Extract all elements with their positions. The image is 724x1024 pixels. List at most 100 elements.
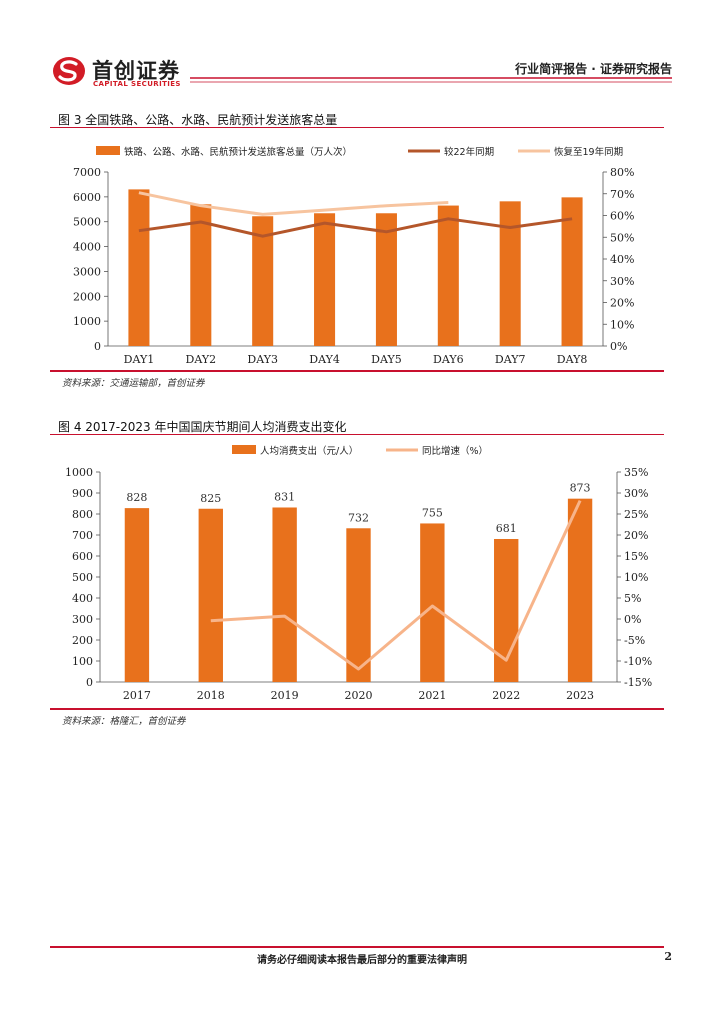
fig4-right-tick-label: 30% (624, 487, 648, 500)
fig4-bar (198, 508, 223, 682)
fig4-category-label: 2017 (123, 689, 151, 702)
fig3-left-tick-label: 5000 (73, 216, 101, 229)
fig3-category-label: DAY8 (557, 353, 588, 366)
fig3-right-tick-label: 60% (610, 210, 634, 223)
figure4-source: 资料来源：格隆汇，首创证券 (62, 716, 186, 727)
fig3-bar (561, 197, 583, 346)
figure4-title: 图 4 2017-2023 年中国国庆节期间人均消费支出变化 (58, 420, 347, 434)
fig4-bar (567, 498, 593, 682)
fig3-series-line-2 (138, 191, 449, 216)
fig3-left-tick-label: 0 (94, 340, 101, 353)
figure3-title: 图 3 全国铁路、公路、水路、民航预计发送旅客总量 (58, 113, 338, 127)
fig3-category-label: DAY7 (495, 353, 526, 366)
fig4-left-tick-label: 200 (72, 634, 93, 647)
fig3-right-tick-label: 40% (610, 253, 634, 266)
fig4-left-tick-label: 400 (72, 592, 93, 605)
fig3-right-tick-label: 30% (610, 275, 634, 288)
fig4-bar-label: 828 (126, 491, 147, 504)
fig4-left-tick-label: 500 (72, 571, 93, 584)
fig3-category-label: DAY6 (433, 353, 464, 366)
fig4-right-tick-label: -15% (624, 676, 652, 689)
fig3-right-tick-label: 0% (610, 340, 627, 353)
figure3-top-rule (50, 127, 664, 128)
fig3-right-tick-label: 70% (610, 188, 634, 201)
logo-english: CAPITAL SECURITIES (93, 80, 181, 88)
fig4-right-tick-label: -5% (624, 634, 645, 647)
fig4-left-tick-label: 300 (72, 613, 93, 626)
fig3-series-line-1 (138, 217, 573, 238)
fig4-right-tick-label: 15% (624, 550, 648, 563)
fig4-left-tick-label: 1000 (65, 466, 93, 479)
fig3-left-tick-label: 7000 (73, 166, 101, 179)
fig4-left-tick-label: 700 (72, 529, 93, 542)
fig4-bar (346, 528, 371, 682)
fig3-left-tick-label: 1000 (73, 315, 101, 328)
fig3-bar (252, 216, 274, 346)
fig3-left-tick-label: 2000 (73, 290, 101, 303)
fig3-right-tick-label: 10% (610, 318, 634, 331)
figure4-bottom-rule (50, 708, 664, 710)
fig3-legend-label: 较22年同期 (444, 146, 494, 158)
header-divider (190, 77, 672, 83)
fig4-bar-label: 732 (348, 511, 369, 524)
fig3-bar (128, 189, 150, 346)
fig3-bar (499, 201, 521, 346)
fig4-category-label: 2019 (271, 689, 299, 702)
fig3-bar (375, 213, 397, 346)
fig3-legend-swatch (96, 146, 120, 155)
fig3-left-tick-label: 4000 (73, 241, 101, 254)
fig4-bar-label: 681 (496, 522, 517, 535)
fig3-bar (314, 213, 336, 346)
fig3-right-tick-label: 20% (610, 297, 634, 310)
fig4-category-label: 2023 (566, 689, 594, 702)
fig4-category-label: 2021 (418, 689, 446, 702)
fig3-right-tick-label: 50% (610, 231, 634, 244)
fig4-legend-label: 人均消费支出（元/人） (260, 445, 358, 457)
fig4-right-tick-label: -10% (624, 655, 652, 668)
fig3-category-label: DAY2 (186, 353, 217, 366)
fig3-category-label: DAY4 (309, 353, 340, 366)
figure4-chart: 0 100 200 300 400 500 600 700 800 900 1000 -15% -10%… (65, 445, 652, 702)
fig4-right-tick-label: 20% (624, 529, 648, 542)
fig4-category-label: 2022 (492, 689, 520, 702)
fig3-legend-label: 恢复至19年同期 (554, 146, 623, 158)
fig4-right-tick-label: 0% (624, 613, 641, 626)
fig4-bar-label: 755 (422, 506, 443, 519)
fig4-left-tick-label: 0 (86, 676, 93, 689)
fig3-right-tick-label: 80% (610, 166, 634, 179)
fig4-bar-label: 831 (274, 490, 295, 503)
fig4-legend-label: 同比增速（%） (422, 445, 488, 457)
fig4-left-tick-label: 100 (72, 655, 93, 668)
fig4-left-tick-label: 800 (72, 508, 93, 521)
company-logo-icon (53, 57, 85, 85)
legal-disclaimer: 请务必仔细阅读本报告最后部分的重要法律声明 (257, 955, 467, 966)
figure4-top-rule (50, 434, 664, 435)
figure3-bottom-rule (50, 370, 664, 372)
report-type: 行业简评报告 · 证券研究报告 (515, 62, 672, 76)
figure3-chart: 0 1000 2000 3000 4000 5000 6000 7000 0% 10% 20% 30%… (73, 146, 634, 366)
logo-wordmark: 首创证券 (92, 59, 180, 83)
fig4-bar-label: 873 (570, 482, 591, 495)
fig4-right-tick-label: 10% (624, 571, 648, 584)
fig4-bar (124, 508, 150, 682)
footer-rule (50, 946, 664, 948)
fig3-category-label: DAY5 (371, 353, 402, 366)
fig4-legend-swatch (232, 445, 256, 454)
fig4-right-tick-label: 25% (624, 508, 648, 521)
fig3-bar (190, 204, 212, 346)
fig4-left-tick-label: 900 (72, 487, 93, 500)
fig3-left-tick-label: 6000 (73, 191, 101, 204)
fig4-right-tick-label: 5% (624, 592, 641, 605)
report-header: 首创证券 CAPITAL SECURITIES 行业简评报告 · 证券研究报告 (0, 0, 724, 90)
fig4-bar (420, 523, 445, 682)
fig3-category-label: DAY1 (124, 353, 155, 366)
fig3-category-label: DAY3 (247, 353, 278, 366)
fig4-category-label: 2020 (345, 689, 373, 702)
fig4-left-tick-label: 600 (72, 550, 93, 563)
figure3-source: 资料来源：交通运输部，首创证券 (62, 378, 205, 389)
fig3-left-tick-label: 3000 (73, 265, 101, 278)
page-number: 2 (664, 950, 672, 963)
fig4-bar (272, 507, 297, 682)
fig3-bar (437, 205, 459, 346)
fig4-series-line-1 (210, 499, 582, 671)
